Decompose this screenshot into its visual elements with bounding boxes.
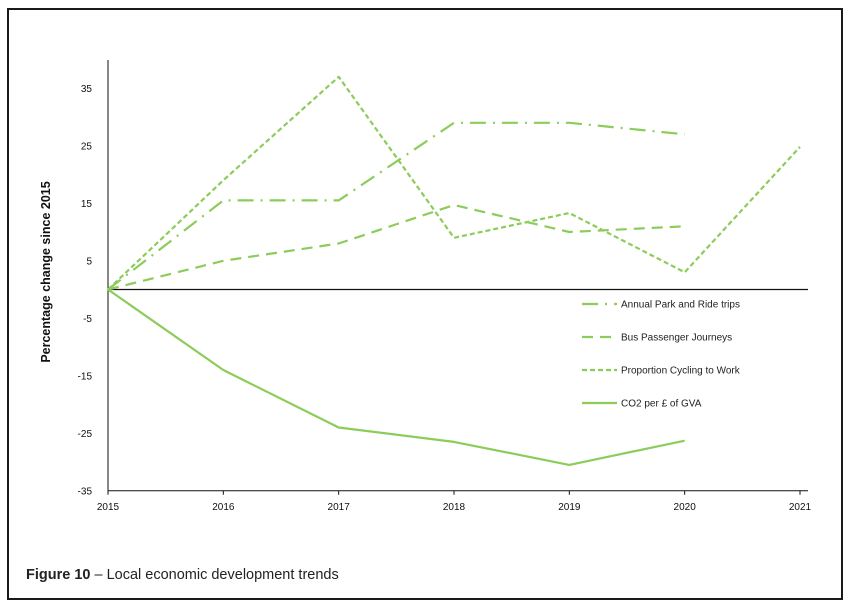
figure-caption: Figure 10 – Local economic development t… — [26, 567, 339, 583]
y-tick-label: 25 — [81, 141, 93, 152]
chart-axes: 35 25 15 5 -5 -15 -25 -35 2015 2016 2017 2018 2019 20… — [78, 60, 812, 513]
x-tick-label: 2016 — [212, 502, 235, 513]
figure-frame — [7, 8, 843, 600]
series-line — [107, 288, 685, 466]
y-tick-label: -35 — [78, 486, 93, 497]
x-tick-label: 2021 — [789, 502, 812, 513]
caption-text: Local economic development trends — [106, 567, 339, 583]
y-axis-label: Percentage change since 2015 — [39, 181, 53, 362]
x-tick-label: 2018 — [443, 502, 466, 513]
y-tick-label: 15 — [81, 199, 93, 210]
chart-legend: Annual Park and Ride trips Bus Passenger … — [582, 300, 741, 410]
legend-label: Bus Passenger Journeys — [621, 333, 732, 344]
legend-label: Proportion Cycling to Work — [621, 366, 741, 377]
y-tick-label: -25 — [78, 429, 93, 440]
series-line — [107, 75, 801, 291]
x-tick-label: 2015 — [97, 502, 120, 513]
x-tick-label: 2020 — [674, 502, 697, 513]
chart-series — [107, 75, 801, 466]
caption-separator: – — [90, 567, 107, 583]
y-tick-label: -15 — [78, 371, 93, 382]
figure-number: Figure 10 — [26, 567, 91, 583]
legend-label: Annual Park and Ride trips — [621, 300, 740, 311]
series-line — [107, 203, 685, 291]
x-tick-label: 2017 — [328, 502, 351, 513]
x-tick-label: 2019 — [558, 502, 581, 513]
y-tick-label: -5 — [83, 314, 92, 325]
series-line — [107, 121, 685, 291]
y-tick-label: 5 — [86, 256, 92, 267]
y-tick-label: 35 — [81, 84, 93, 95]
legend-label: CO2 per £ of GVA — [621, 399, 702, 410]
